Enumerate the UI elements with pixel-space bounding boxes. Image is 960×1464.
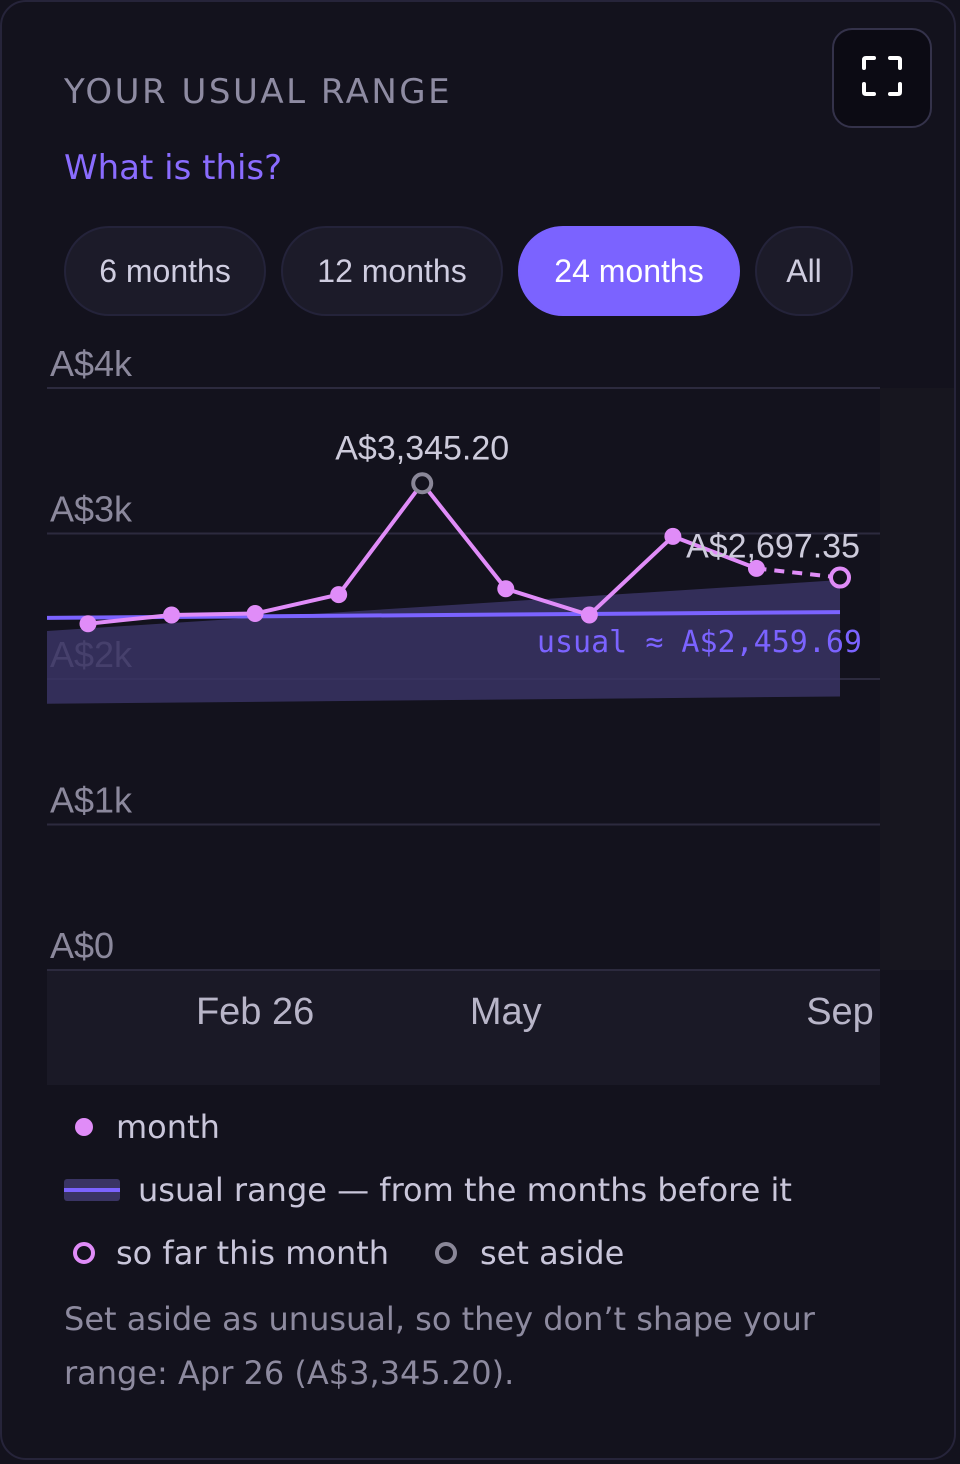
x-axis-panel xyxy=(47,970,880,1085)
usual-range-label: usual ≈ A$2,459.69 xyxy=(537,625,862,660)
x-tick-label: Sep xyxy=(806,991,874,1033)
month-point xyxy=(163,606,181,624)
data-label: A$3,345.20 xyxy=(335,429,509,467)
legend-set-aside: set aside xyxy=(426,1228,624,1278)
month-point xyxy=(497,580,515,598)
expand-icon xyxy=(862,56,902,100)
legend-set-aside-label: set aside xyxy=(480,1234,625,1272)
tab-6-months[interactable]: 6 months xyxy=(64,226,266,316)
legend-usual-range-swatch xyxy=(64,1179,120,1201)
month-point xyxy=(747,559,765,577)
x-tick-label: May xyxy=(470,991,542,1033)
month-point xyxy=(330,586,348,604)
legend-month-label: month xyxy=(116,1108,220,1146)
x-tick-label: Feb 26 xyxy=(196,991,314,1033)
legend-set-aside-swatch xyxy=(435,1242,457,1264)
card-title: YOUR USUAL RANGE xyxy=(64,72,453,112)
usual-range-band xyxy=(47,580,840,704)
tab-12-months[interactable]: 12 months xyxy=(281,226,503,316)
legend-usual-range-label: usual range — from the months before it xyxy=(138,1171,792,1209)
legend-so-far: so far this month xyxy=(64,1228,389,1278)
legend-usual-range: usual range — from the months before it xyxy=(64,1165,792,1215)
y-tick-label: A$1k xyxy=(50,780,133,821)
legend-so-far-swatch xyxy=(73,1242,95,1264)
set-aside-point xyxy=(411,472,434,495)
month-point xyxy=(79,615,97,633)
legend-month: month xyxy=(64,1102,220,1152)
so-far-point xyxy=(829,566,851,589)
legend-month-swatch xyxy=(75,1118,93,1136)
y-tick-label: A$4k xyxy=(50,343,133,384)
month-point xyxy=(580,606,598,624)
expand-button[interactable] xyxy=(832,28,932,128)
y-tick-label: A$0 xyxy=(50,925,114,966)
tab-24-months[interactable]: 24 months xyxy=(518,226,740,316)
tab-all[interactable]: All xyxy=(755,226,853,316)
month-point xyxy=(246,605,264,623)
month-line-partial xyxy=(756,566,841,580)
month-point xyxy=(664,527,682,545)
y-tick-label: A$3k xyxy=(50,489,133,530)
plot-side-panel xyxy=(880,388,954,970)
legend-so-far-label: so far this month xyxy=(116,1234,390,1272)
what-is-this-link[interactable]: What is this? xyxy=(64,148,283,188)
data-label: A$2,697.35 xyxy=(686,528,860,566)
set-aside-note: Set aside as unusual, so they don’t shap… xyxy=(64,1300,815,1392)
